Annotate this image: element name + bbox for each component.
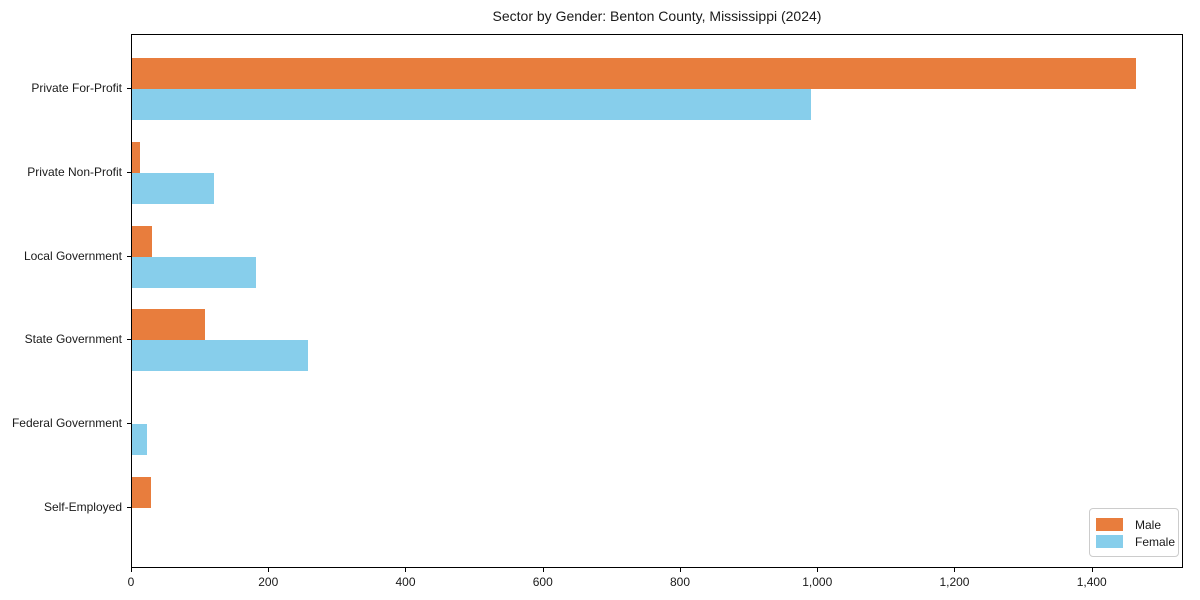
legend: Male Female (1089, 508, 1179, 557)
legend-swatch-male (1096, 518, 1123, 531)
y-axis-label: Private Non-Profit (27, 164, 122, 179)
y-axis-label: Local Government (23, 248, 122, 263)
x-tick-label: 0 (127, 575, 135, 589)
x-tick-mark (268, 568, 270, 572)
x-tick-label: 400 (395, 575, 416, 589)
x-tick-label: 1,000 (802, 575, 833, 589)
y-tick-mark (127, 339, 131, 341)
bar-female-4 (132, 340, 309, 372)
y-tick-mark (127, 171, 131, 173)
bar-female-3 (132, 256, 256, 288)
y-tick-mark (127, 255, 131, 257)
x-tick-mark (131, 568, 132, 572)
plot-area (131, 34, 1183, 568)
x-tick-mark (954, 568, 956, 572)
x-tick-label: 200 (258, 575, 279, 589)
legend-label: Female (1135, 534, 1176, 549)
bar-female-5 (132, 424, 148, 455)
x-tick-mark (405, 568, 407, 572)
legend-label: Male (1135, 517, 1162, 532)
x-tick-label: 800 (669, 575, 690, 589)
y-tick-mark (127, 506, 131, 508)
y-axis-labels: Private For-Profit Private Non-Profit Loca… (0, 34, 122, 568)
y-tick-mark (127, 88, 131, 89)
bar-female-1 (132, 89, 812, 120)
bar-male-4 (132, 309, 205, 341)
x-tick-label: 1,200 (939, 575, 970, 589)
chart-title: Sector by Gender: Benton County, Mississ… (492, 8, 822, 24)
x-tick-label: 600 (532, 575, 553, 589)
bar-male-1 (132, 58, 1136, 89)
y-axis-label: Private For-Profit (31, 81, 122, 95)
bar-male-3 (132, 225, 152, 257)
y-axis-label: State Government (24, 332, 122, 347)
bar-male-6 (132, 476, 152, 508)
x-tick-mark (1091, 568, 1093, 572)
x-tick-mark (679, 568, 681, 572)
legend-item-female: Female (1096, 533, 1178, 550)
bar-male-2 (132, 141, 140, 173)
legend-swatch-female (1096, 535, 1123, 548)
x-tick-mark (542, 568, 544, 572)
y-axis-label: Self-Employed (43, 499, 122, 514)
x-tick-mark (817, 568, 819, 572)
y-tick-mark (127, 423, 131, 424)
legend-item-male: Male (1096, 516, 1178, 533)
bar-female-2 (132, 172, 215, 204)
x-axis-ticks: 0 200 400 600 800 1,000 1,200 1,400 (127, 568, 1183, 598)
y-axis-label: Federal Government (11, 416, 122, 430)
x-tick-label: 1,400 (1076, 575, 1107, 589)
